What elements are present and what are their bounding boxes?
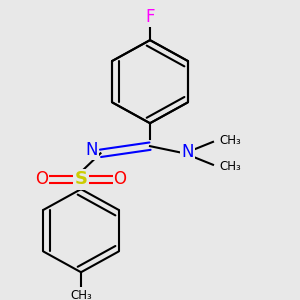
Text: CH₃: CH₃ xyxy=(70,289,92,300)
Text: CH₃: CH₃ xyxy=(219,160,241,173)
Text: O: O xyxy=(35,170,49,188)
Text: S: S xyxy=(74,170,88,188)
Text: F: F xyxy=(145,8,155,26)
Text: CH₃: CH₃ xyxy=(219,134,241,147)
Text: N: N xyxy=(85,141,98,159)
Text: N: N xyxy=(181,143,194,161)
Text: O: O xyxy=(113,170,127,188)
